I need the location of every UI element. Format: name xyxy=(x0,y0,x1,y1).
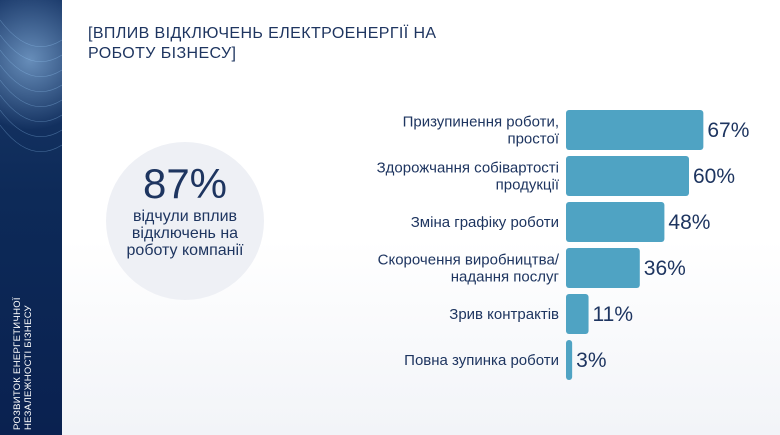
bar-3 xyxy=(566,202,665,242)
category-label-3: Зміна графіку роботи xyxy=(411,214,559,231)
category-label-4: Скорочення виробництва/надання послуг xyxy=(378,252,560,286)
highlight-circle xyxy=(106,142,264,300)
highlight-value: 87% xyxy=(142,160,228,207)
slide-title-line-2: РОБОТУ БІЗНЕСУ] xyxy=(88,45,237,62)
value-label-6: 3% xyxy=(576,349,606,372)
slide-title-line-1: [ВПЛИВ ВІДКЛЮЧЕНЬ ЕЛЕКТРОЕНЕРГІЇ НА xyxy=(88,25,437,42)
value-label-2: 60% xyxy=(693,165,735,188)
value-label-3: 48% xyxy=(668,211,710,234)
category-label-2: Здорожчання собівартості продукції xyxy=(377,160,560,194)
side-strip: РОЗВИТОК ЕНЕРГЕТИЧНОЇ НЕЗАЛЕЖНОСТІ БІЗНЕ… xyxy=(0,0,62,435)
highlight-caption: відчули вплив відключень на роботу компа… xyxy=(126,208,244,259)
category-label-5: Зрив контрактів xyxy=(449,306,559,323)
value-label-4: 36% xyxy=(644,257,686,280)
bar-4 xyxy=(566,248,640,288)
bar-6 xyxy=(566,340,573,380)
bar-5 xyxy=(566,294,589,334)
side-strip-pattern xyxy=(0,0,62,200)
value-label-1: 67% xyxy=(707,119,749,142)
slide-title: [ВПЛИВ ВІДКЛЮЧЕНЬ ЕЛЕКТРОЕНЕРГІЇ НА РОБО… xyxy=(88,24,508,64)
bar-1 xyxy=(566,110,704,150)
bar-2 xyxy=(566,156,689,196)
category-label-1: Призупинення роботи, простої xyxy=(403,114,560,148)
category-label-6: Повна зупинка роботи xyxy=(404,352,559,369)
value-label-5: 11% xyxy=(593,303,633,326)
